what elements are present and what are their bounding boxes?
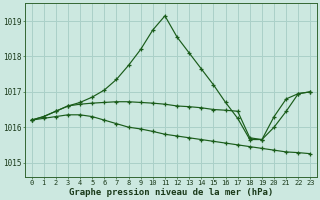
X-axis label: Graphe pression niveau de la mer (hPa): Graphe pression niveau de la mer (hPa): [69, 188, 273, 197]
